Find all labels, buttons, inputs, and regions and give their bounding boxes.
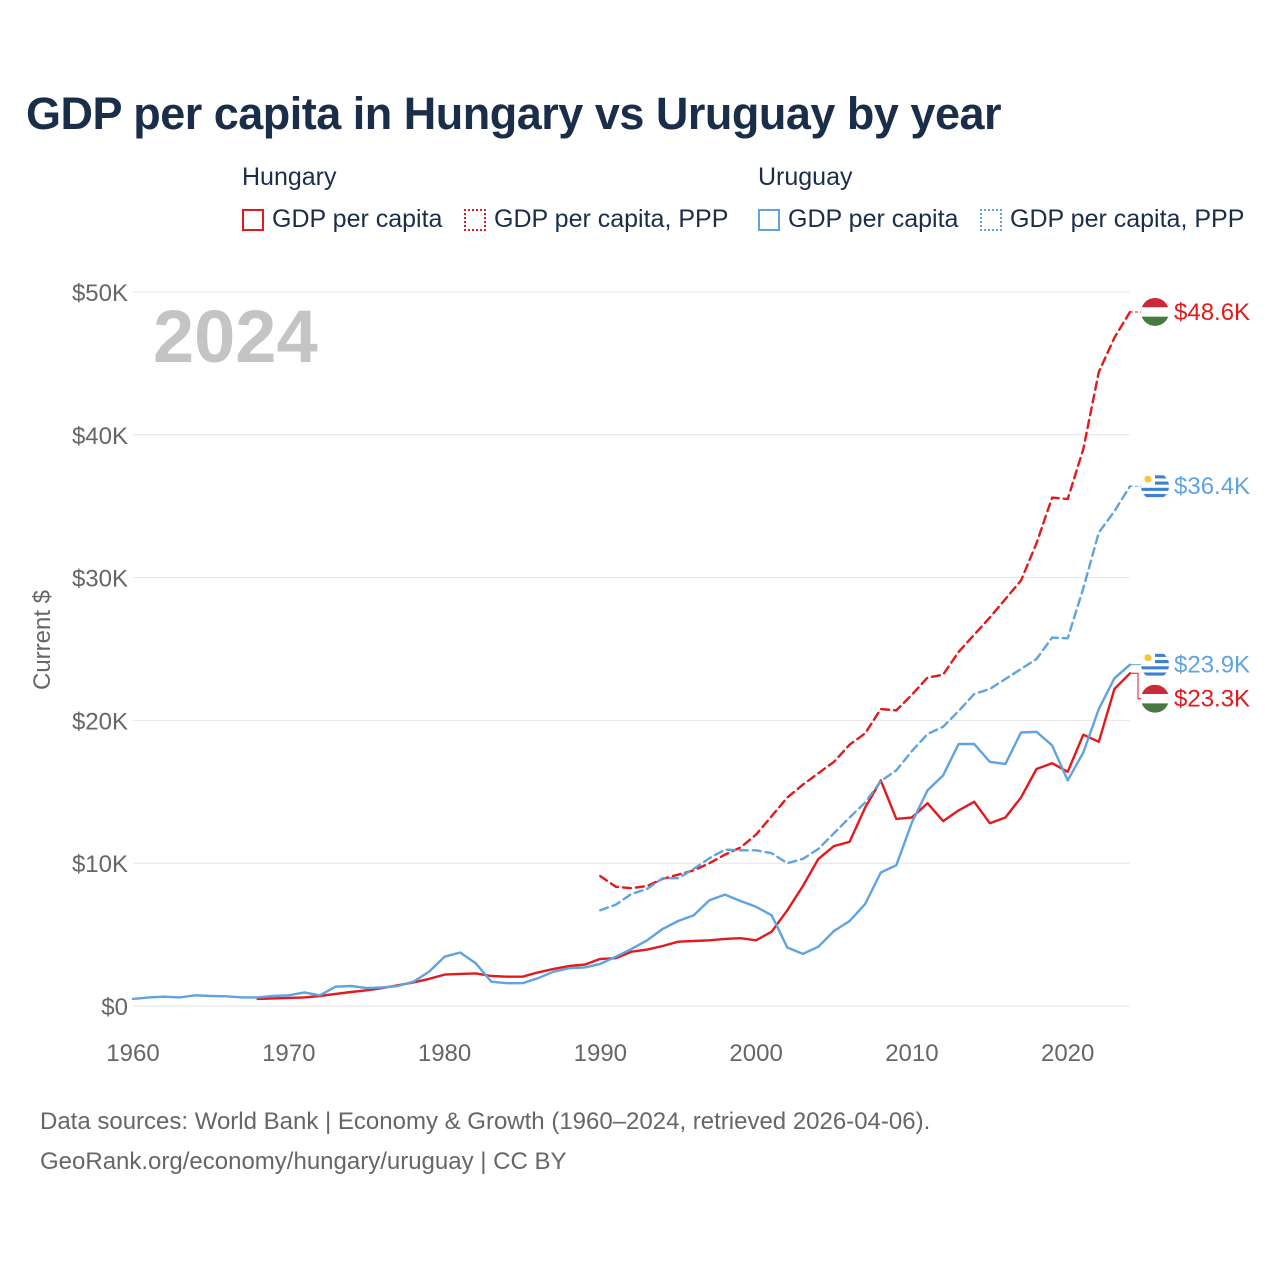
y-tick-label-4: $40K	[72, 423, 128, 450]
flag-stripe-blue	[1141, 672, 1169, 676]
flag-stripe-blue	[1141, 487, 1169, 491]
flag-uruguay-icon	[1141, 650, 1169, 679]
end-label-uruguay-ppp: $36.4K	[1174, 473, 1250, 500]
flag-stripe-blue	[1141, 666, 1169, 670]
legend-label-hungary-gdp: GDP per capita	[272, 205, 443, 233]
flag-stripe-white	[1141, 694, 1169, 704]
x-tick-label-5: 2010	[885, 1040, 938, 1067]
flag-stripe-green	[1141, 703, 1169, 713]
legend-swatch-uruguay-gdp	[758, 208, 780, 231]
chart-title: GDP per capita in Hungary vs Uruguay by …	[26, 88, 1002, 139]
legend-group-uruguay: Uruguay	[758, 163, 853, 191]
flag-body	[1141, 472, 1169, 501]
flag-uruguay-icon	[1141, 472, 1169, 501]
legend-hungary-ppp[interactable]: GDP per capita, PPP	[464, 205, 728, 234]
flag-body	[1141, 684, 1169, 713]
y-tick-label-1: $10K	[72, 851, 128, 878]
y-tick-label-3: $30K	[72, 566, 128, 593]
y-tick-label-0: $0	[101, 994, 128, 1021]
legend-swatch-hungary-ppp	[464, 208, 486, 231]
series-line-hungary-gdp[interactable]	[256, 672, 1132, 1001]
end-label-uruguay-gdp: $23.9K	[1174, 652, 1250, 679]
end-label-hungary-ppp: $48.6K	[1174, 299, 1250, 326]
flag-body	[1141, 297, 1169, 326]
y-axis-label: Current $	[29, 590, 56, 690]
legend-uruguay-gdp[interactable]: GDP per capita	[758, 205, 958, 234]
flag-hungary-icon	[1141, 297, 1169, 326]
x-tick-label-3: 1990	[574, 1040, 627, 1067]
leader-line-hungary-gdp	[1130, 672, 1141, 700]
sun-icon	[1144, 654, 1152, 662]
flag-stripe-red	[1141, 297, 1169, 308]
legend-label-hungary-ppp: GDP per capita, PPP	[494, 205, 729, 233]
legend-swatch-hungary-gdp	[242, 208, 264, 231]
x-tick-label-6: 2020	[1041, 1040, 1094, 1067]
flag-body	[1141, 650, 1169, 679]
end-label-hungary-gdp: $23.3K	[1174, 686, 1250, 713]
sun-icon	[1144, 475, 1152, 483]
flag-stripe-blue	[1141, 493, 1169, 498]
legend-swatch-uruguay-ppp	[980, 208, 1002, 231]
flag-stripe-green	[1141, 316, 1169, 326]
legend-label-uruguay-gdp: GDP per capita	[788, 205, 959, 233]
y-tick-label-2: $20K	[72, 708, 128, 735]
x-tick-label-1: 1970	[262, 1040, 315, 1067]
x-tick-label-0: 1960	[106, 1040, 159, 1067]
y-tick-label-5: $50K	[72, 280, 128, 307]
source-line-1: Data sources: World Bank | Economy & Gro…	[40, 1108, 931, 1135]
year-watermark: 2024	[153, 295, 318, 378]
x-tick-label-4: 2000	[729, 1040, 782, 1067]
source-line-2: GeoRank.org/economy/hungary/uruguay | CC…	[40, 1148, 567, 1175]
x-tick-label-2: 1980	[418, 1040, 471, 1067]
flag-stripe-white	[1141, 307, 1169, 317]
legend-hungary-gdp[interactable]: GDP per capita	[242, 205, 442, 234]
legend-uruguay-ppp[interactable]: GDP per capita, PPP	[980, 205, 1244, 234]
legend-group-hungary: Hungary	[242, 163, 337, 191]
flag-hungary-icon	[1141, 684, 1169, 713]
legend-label-uruguay-ppp: GDP per capita, PPP	[1010, 205, 1245, 233]
flag-stripe-red	[1141, 684, 1169, 695]
series-line-uruguay-gdp[interactable]	[131, 663, 1132, 1001]
series-line-uruguay-ppp[interactable]	[599, 485, 1132, 912]
